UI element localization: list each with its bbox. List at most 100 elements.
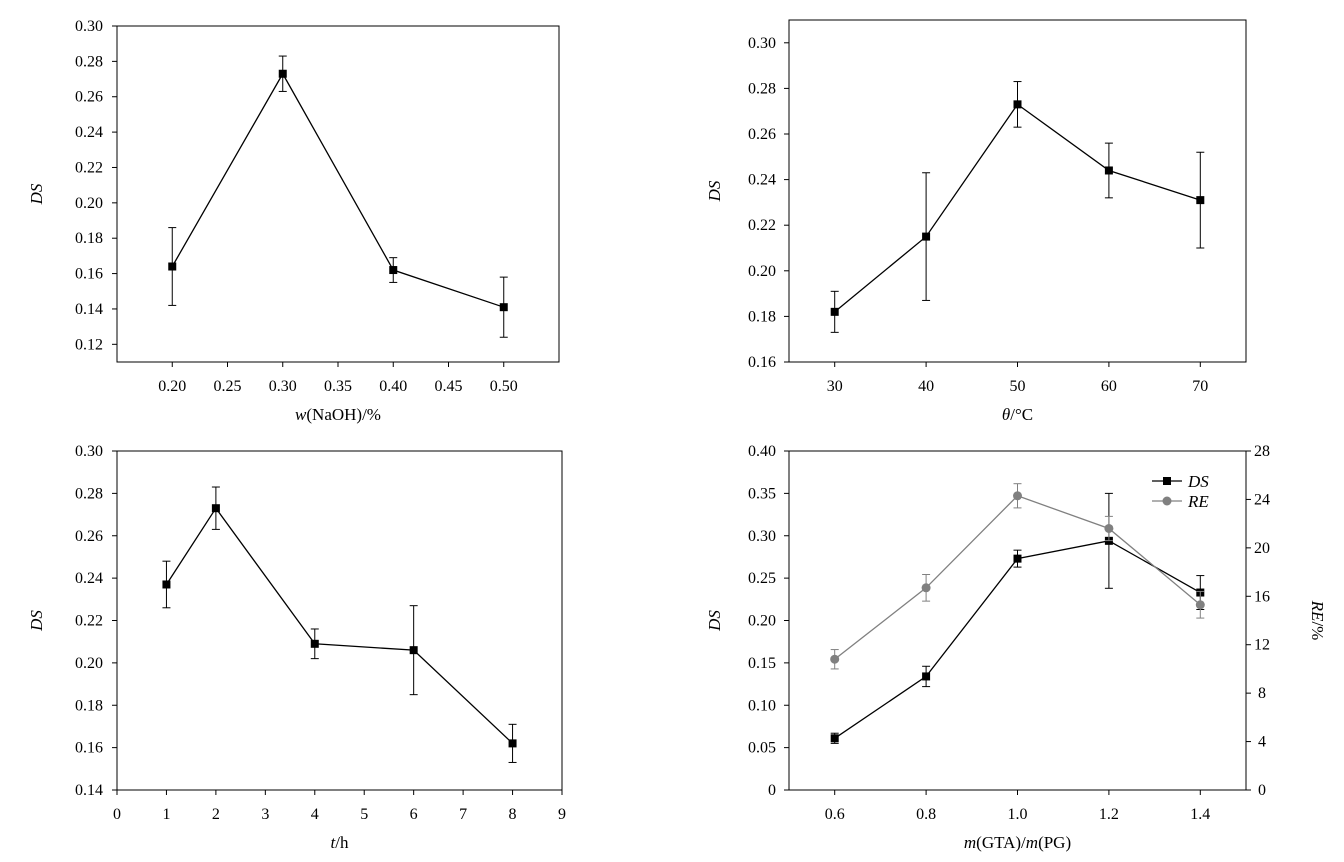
x-tick-label: 6 (410, 806, 418, 823)
y2-tick-label: 28 (1254, 443, 1270, 460)
y2-tick-label: 24 (1254, 491, 1270, 508)
x-axis-label: t/h (331, 833, 349, 852)
x-tick-label: 0.50 (490, 378, 518, 395)
x-tick-label: 7 (459, 806, 467, 823)
x-tick-label: 5 (360, 806, 368, 823)
data-point (830, 734, 839, 743)
y-tick-label: 0.24 (748, 172, 776, 189)
series-line (834, 103, 1201, 313)
y-tick-label: 0.20 (75, 195, 103, 212)
legend-label: DS (1187, 472, 1209, 491)
chart-panel-b: 0.16 0.18 0.20 0.22 0.24 0.26 0.28 0.30 30 40 50 60… (705, 19, 1247, 424)
y-tick-label: 0.16 (748, 354, 776, 371)
y-tick-label: 0.35 (748, 485, 776, 502)
y-tick-label: 0.22 (75, 159, 103, 176)
x-tick-label: 70 (1192, 378, 1208, 395)
x-tick-label: 0.45 (435, 378, 463, 395)
y-tick-label: 0.18 (748, 308, 776, 325)
x-tick-label: 30 (827, 378, 843, 395)
x-axis-label: m(GTA)/m(PG) (964, 833, 1071, 852)
data-point (1013, 100, 1022, 109)
y-tick-label: 0.20 (748, 613, 776, 630)
x-tick-label: 0.6 (825, 806, 845, 823)
x-axis-label: θ/°C (1002, 405, 1033, 424)
data-point (1104, 523, 1114, 533)
data-point (162, 580, 171, 589)
x-tick-label: 0.8 (916, 806, 936, 823)
plot-frame (116, 450, 563, 791)
y-tick-label: 0.16 (75, 740, 103, 757)
x-tick-label: 0.35 (324, 378, 352, 395)
plot-frame (788, 19, 1247, 363)
x-tick-label: 50 (1010, 378, 1026, 395)
x-tick-label: 1 (162, 806, 170, 823)
legend-marker (1162, 496, 1172, 506)
x-tick-label: 0.20 (158, 378, 186, 395)
data-point (922, 672, 931, 681)
data-point (508, 739, 517, 748)
data-point (211, 504, 220, 513)
y-tick-label: 0.30 (75, 443, 103, 460)
y-tick-label: 0.30 (748, 528, 776, 545)
y-tick-label: 0.26 (75, 89, 103, 106)
y-axis-label: DS (705, 180, 724, 202)
y-tick-label: 0.05 (748, 740, 776, 757)
y-tick-label: 0.22 (748, 217, 776, 234)
y2-tick-label: 8 (1258, 685, 1266, 702)
x-tick-label: 0.30 (269, 378, 297, 395)
series-0 (830, 81, 1205, 333)
legend-marker (1163, 477, 1171, 485)
x-tick-label: 1.4 (1190, 806, 1210, 823)
data-point (922, 232, 931, 241)
data-point (921, 583, 931, 593)
x-tick-label: 1.2 (1099, 806, 1119, 823)
series-line (171, 72, 504, 308)
y2-tick-label: 20 (1254, 540, 1270, 557)
plot-frame (116, 25, 560, 363)
y-tick-label: 0.14 (75, 301, 103, 318)
x-tick-label: 8 (509, 806, 517, 823)
y-tick-label: 0.15 (748, 655, 776, 672)
data-point (168, 262, 177, 271)
y-tick-label: 0.40 (748, 443, 776, 460)
y-tick-label: 0.10 (748, 697, 776, 714)
data-point (1196, 196, 1205, 205)
y-tick-label: 0.26 (75, 528, 103, 545)
x-axis-label: w(NaOH)/% (295, 405, 381, 424)
y-tick-label: 0.28 (75, 485, 103, 502)
x-tick-label: 4 (311, 806, 319, 823)
data-point (1104, 166, 1113, 175)
x-tick-label: 1.0 (1008, 806, 1028, 823)
y-axis-label: DS (27, 610, 46, 632)
y-tick-label: 0.12 (75, 336, 103, 353)
data-point (278, 69, 287, 78)
chart-panel-d: 0 0.05 0.10 0.15 0.20 0.25 0.30 0.35 0.40 0.6 0.8 1… (705, 443, 1327, 852)
y-axis-label: DS (705, 610, 724, 632)
y2-axis-label: RE/% (1308, 600, 1327, 641)
y-tick-label: 0.25 (748, 570, 776, 587)
y-tick-label: 0.30 (748, 35, 776, 52)
x-tick-label: 60 (1101, 378, 1117, 395)
x-tick-label: 3 (261, 806, 269, 823)
y-tick-label: 0.24 (75, 570, 103, 587)
y-tick-label: 0.20 (748, 263, 776, 280)
data-point (1195, 600, 1205, 610)
chart-panel-a: 0.12 0.14 0.16 0.18 0.20 0.22 0.24 0.26 0.28 0.30… (27, 18, 560, 424)
y-tick-label: 0.24 (75, 124, 103, 141)
data-point (409, 646, 418, 655)
data-point (499, 303, 508, 312)
y-tick-label: 0.22 (75, 613, 103, 630)
data-point (830, 654, 840, 664)
series-re (830, 483, 1205, 670)
data-point (1013, 554, 1022, 563)
x-tick-label: 40 (918, 378, 934, 395)
y2-tick-label: 4 (1258, 734, 1266, 751)
data-point (1013, 491, 1022, 501)
series-0 (162, 486, 517, 763)
series-line (834, 540, 1201, 739)
series-0 (168, 55, 508, 338)
y-tick-label: 0.18 (75, 230, 103, 247)
x-tick-label: 0 (113, 806, 121, 823)
